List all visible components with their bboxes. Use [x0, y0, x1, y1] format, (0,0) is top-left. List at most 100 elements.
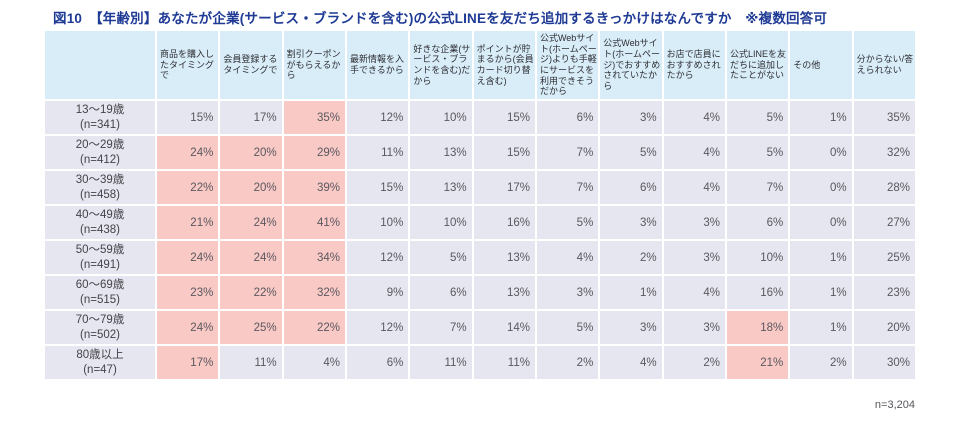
value-cell: 15%	[473, 101, 535, 134]
value-cell: 3%	[600, 101, 662, 134]
value-cell: 6%	[346, 346, 409, 379]
row-label-8: 80歳以上 (n=47)	[45, 346, 155, 379]
value-cell: 2%	[536, 346, 599, 379]
value-cell: 22%	[283, 311, 345, 344]
value-cell: 35%	[853, 101, 915, 134]
value-cell: 15%	[157, 101, 219, 134]
value-cell: 3%	[600, 311, 662, 344]
value-cell: 13%	[473, 241, 535, 274]
value-cell: 1%	[790, 101, 852, 134]
value-cell: 34%	[283, 241, 345, 274]
total-sample-note: n=3,204	[874, 399, 915, 411]
value-cell: 5%	[600, 136, 662, 169]
row-label-4: 40〜49歳 (n=438)	[45, 206, 155, 239]
value-cell: 6%	[536, 101, 599, 134]
sample-size-text: (n=341)	[80, 118, 120, 131]
value-cell: 23%	[157, 276, 219, 309]
table-row: 30〜39歳 (n=458) 22% 20% 39% 15% 13% 17% 7% 6% 4% 7% 0…	[45, 171, 915, 204]
row-label-2: 20〜29歳 (n=412)	[45, 136, 155, 169]
value-cell: 25%	[853, 241, 915, 274]
value-cell: 1%	[790, 311, 852, 344]
value-cell: 5%	[726, 136, 789, 169]
value-cell: 2%	[600, 241, 662, 274]
value-cell: 17%	[157, 346, 219, 379]
corner-cell	[45, 31, 155, 99]
value-cell: 1%	[790, 241, 852, 274]
value-cell: 22%	[220, 276, 282, 309]
value-cell: 4%	[663, 136, 725, 169]
sample-size-text: (n=491)	[80, 258, 120, 271]
value-cell: 2%	[790, 346, 852, 379]
row-label-7: 70〜79歳 (n=502)	[45, 311, 155, 344]
value-cell: 13%	[410, 171, 472, 204]
value-cell: 5%	[536, 206, 599, 239]
column-header-8: 公式Webサイト(ホームページ)でおすすめされていたから	[600, 31, 662, 99]
value-cell: 18%	[726, 311, 789, 344]
value-cell: 39%	[283, 171, 345, 204]
value-cell: 3%	[663, 206, 725, 239]
row-label-1: 13〜19歳 (n=341)	[45, 101, 155, 134]
age-group-text: 40〜49歳	[75, 209, 125, 222]
age-group-text: 60〜69歳	[75, 279, 125, 292]
age-group-text: 50〜59歳	[75, 244, 125, 257]
value-cell: 9%	[346, 276, 409, 309]
value-cell: 1%	[600, 276, 662, 309]
age-group-text: 20〜29歳	[75, 139, 125, 152]
row-label-5: 50〜59歳 (n=491)	[45, 241, 155, 274]
column-header-7: 公式Webサイト(ホームページ)よりも手軽にサービスを利用できそうだから	[536, 31, 599, 99]
table-row: 20〜29歳 (n=412) 24% 20% 29% 11% 13% 15% 7% 5% 4% 5% 0…	[45, 136, 915, 169]
value-cell: 12%	[346, 241, 409, 274]
value-cell: 13%	[410, 136, 472, 169]
sample-size-text: (n=458)	[80, 188, 120, 201]
value-cell: 32%	[283, 276, 345, 309]
value-cell: 12%	[346, 101, 409, 134]
sample-size-text: (n=515)	[80, 293, 120, 306]
age-group-text: 70〜79歳	[75, 314, 125, 327]
column-header-3: 割引クーポンがもらえるから	[283, 31, 345, 99]
value-cell: 7%	[536, 136, 599, 169]
value-cell: 25%	[220, 311, 282, 344]
table-row: 80歳以上 (n=47) 17% 11% 4% 6% 11% 11% 2% 4% 2% 21% 2% 30…	[45, 346, 915, 379]
value-cell: 20%	[220, 136, 282, 169]
table-row: 70〜79歳 (n=502) 24% 25% 22% 12% 7% 14% 5% 3% 3% 18% 1…	[45, 311, 915, 344]
survey-table: 商品を購入したタイミングで 会員登録するタイミングで 割引クーポンがもらえるから 最新…	[43, 29, 917, 381]
value-cell: 11%	[220, 346, 282, 379]
value-cell: 7%	[726, 171, 789, 204]
column-header-1: 商品を購入したタイミングで	[157, 31, 219, 99]
value-cell: 10%	[410, 206, 472, 239]
value-cell: 22%	[157, 171, 219, 204]
value-cell: 6%	[600, 171, 662, 204]
value-cell: 17%	[220, 101, 282, 134]
value-cell: 5%	[410, 241, 472, 274]
value-cell: 3%	[663, 241, 725, 274]
value-cell: 32%	[853, 136, 915, 169]
value-cell: 16%	[726, 276, 789, 309]
value-cell: 35%	[283, 101, 345, 134]
value-cell: 7%	[536, 171, 599, 204]
value-cell: 0%	[790, 136, 852, 169]
value-cell: 10%	[726, 241, 789, 274]
value-cell: 23%	[853, 276, 915, 309]
column-header-12: 分からない/答えられない	[853, 31, 915, 99]
column-header-10: 公式LINEを友だちに追加したことがない	[726, 31, 789, 99]
value-cell: 11%	[410, 346, 472, 379]
column-header-4: 最新情報を入手できるから	[346, 31, 409, 99]
value-cell: 4%	[663, 171, 725, 204]
value-cell: 21%	[157, 206, 219, 239]
value-cell: 3%	[663, 311, 725, 344]
value-cell: 24%	[157, 136, 219, 169]
value-cell: 6%	[726, 206, 789, 239]
column-header-6: ポイントが貯まるから(会員カード切り替え含む)	[473, 31, 535, 99]
value-cell: 5%	[536, 311, 599, 344]
age-group-text: 13〜19歳	[75, 104, 125, 117]
sample-size-text: (n=502)	[80, 328, 120, 341]
value-cell: 10%	[346, 206, 409, 239]
value-cell: 4%	[536, 241, 599, 274]
value-cell: 17%	[473, 171, 535, 204]
value-cell: 20%	[220, 171, 282, 204]
age-group-text: 30〜39歳	[75, 174, 125, 187]
table-row: 13〜19歳 (n=341) 15% 17% 35% 12% 10% 15% 6% 3% 4% 5% 1…	[45, 101, 915, 134]
value-cell: 21%	[726, 346, 789, 379]
value-cell: 24%	[157, 311, 219, 344]
value-cell: 0%	[790, 206, 852, 239]
